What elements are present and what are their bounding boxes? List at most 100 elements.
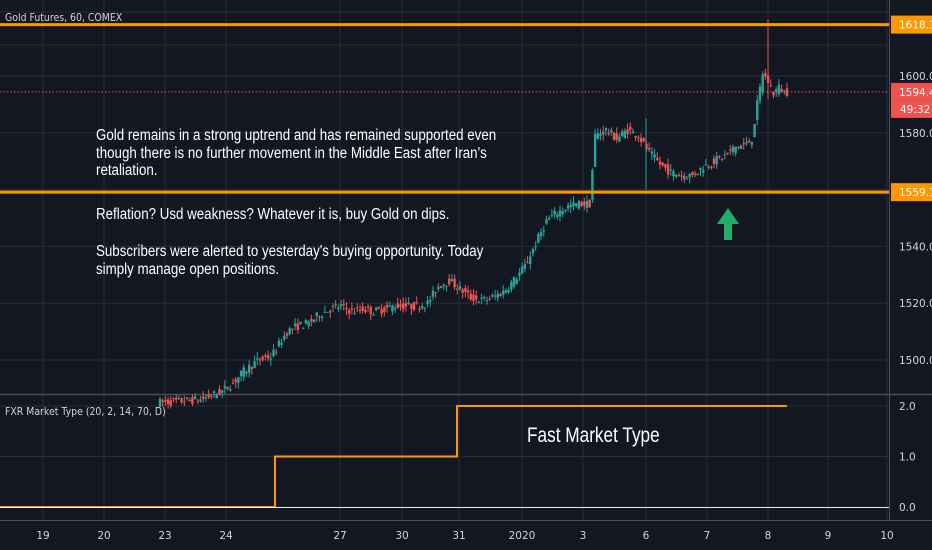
candle-body — [729, 149, 732, 151]
price-axis[interactable]: 1600.0 1580.0 1540.0 1520.0 1500.0 1618.1 1559… — [891, 15, 932, 514]
candle-body — [326, 311, 329, 313]
candle — [761, 71, 764, 96]
candle — [556, 211, 559, 220]
candle — [569, 199, 572, 214]
symbol-title[interactable]: Gold Futures, 60, COMEX — [5, 11, 123, 24]
candle-body — [696, 173, 700, 175]
candle-body — [383, 307, 386, 313]
candle — [158, 397, 162, 409]
price-tick-label: 1580.0 — [899, 128, 932, 140]
candle-body — [188, 400, 191, 402]
candle-body — [596, 133, 600, 139]
annotation-line: Gold remains in a strong uptrend and has… — [96, 127, 497, 144]
candle-body — [320, 316, 324, 318]
candle — [245, 370, 248, 377]
candle — [193, 393, 197, 400]
candle — [574, 203, 578, 208]
candle — [729, 144, 732, 156]
candle — [183, 395, 186, 407]
candle — [566, 202, 570, 213]
candle-body — [607, 132, 610, 134]
candle — [485, 296, 489, 305]
candle-body — [342, 304, 345, 306]
candle-body — [207, 393, 210, 398]
indicator-tick-label: 1.0 — [899, 452, 916, 464]
candle-body — [493, 295, 497, 297]
candle — [758, 83, 762, 105]
candle-body — [269, 358, 273, 360]
candle — [583, 197, 586, 211]
candle — [672, 168, 675, 181]
candle-body — [734, 146, 737, 154]
candle-body — [583, 201, 586, 206]
candle — [461, 287, 464, 299]
candle-body — [310, 318, 313, 322]
candle — [272, 343, 275, 358]
countdown-badge — [891, 100, 932, 118]
candle-body — [202, 396, 205, 400]
candle — [415, 296, 418, 305]
candle — [596, 128, 600, 140]
candle — [318, 315, 321, 322]
time-tick-label: 23 — [158, 530, 171, 542]
candle-body — [161, 400, 164, 402]
candle-body — [445, 285, 448, 287]
indicator-title[interactable]: FXR Market Type (20, 2, 14, 70, D) — [5, 405, 166, 418]
candle-body — [442, 284, 445, 286]
candle — [453, 274, 456, 290]
candle-body — [391, 305, 394, 312]
price-tick-label: 1600.0 — [899, 71, 932, 83]
candle-body — [620, 131, 624, 136]
candle-body — [515, 279, 518, 284]
candle — [545, 215, 548, 225]
candle — [691, 171, 694, 178]
candle-body — [588, 199, 591, 208]
candle — [639, 133, 643, 147]
candle-body — [264, 355, 267, 357]
candle-body — [783, 90, 786, 92]
candle-body — [256, 358, 259, 360]
candle-body — [175, 397, 178, 400]
candle-body — [602, 131, 605, 135]
candle — [196, 398, 200, 405]
candle-body — [477, 301, 481, 303]
candle-body — [218, 389, 221, 395]
candle-body — [758, 86, 762, 101]
candle — [718, 155, 721, 160]
candle — [442, 283, 445, 290]
candle-body — [199, 399, 202, 402]
candle-body — [250, 367, 254, 369]
candle-body — [507, 289, 510, 292]
candle — [410, 303, 413, 315]
time-tick-label: 3 — [580, 530, 587, 542]
candle — [388, 301, 391, 308]
candle — [726, 152, 729, 156]
candle — [537, 232, 540, 244]
candle — [242, 363, 245, 382]
candle — [207, 389, 210, 400]
time-tick-label: 8 — [765, 530, 772, 542]
price-tick-label: 1520.0 — [899, 298, 932, 310]
annotation-line: Subscribers were alerted to yesterday's … — [96, 243, 484, 260]
candle-body — [272, 349, 275, 357]
candle — [739, 144, 743, 150]
candle — [456, 283, 459, 295]
candle — [380, 304, 383, 318]
candle-body — [358, 309, 362, 311]
candle — [320, 315, 324, 322]
time-tick-label: 27 — [333, 530, 346, 542]
time-axis[interactable]: 19 20 23 24 27 30 31 2020 3 6 7 8 9 10 — [36, 530, 893, 542]
candle-body — [237, 377, 240, 384]
candle-body — [715, 156, 718, 165]
candle-body — [464, 287, 467, 292]
candle-body — [642, 138, 645, 142]
candle-body — [283, 335, 286, 340]
candle — [383, 305, 386, 317]
candle-body — [669, 169, 672, 171]
candle-body — [612, 132, 616, 140]
up-arrow-icon — [717, 208, 739, 240]
time-tick-label: 30 — [395, 530, 408, 542]
candle-body — [431, 290, 435, 297]
candle-body — [520, 266, 524, 274]
